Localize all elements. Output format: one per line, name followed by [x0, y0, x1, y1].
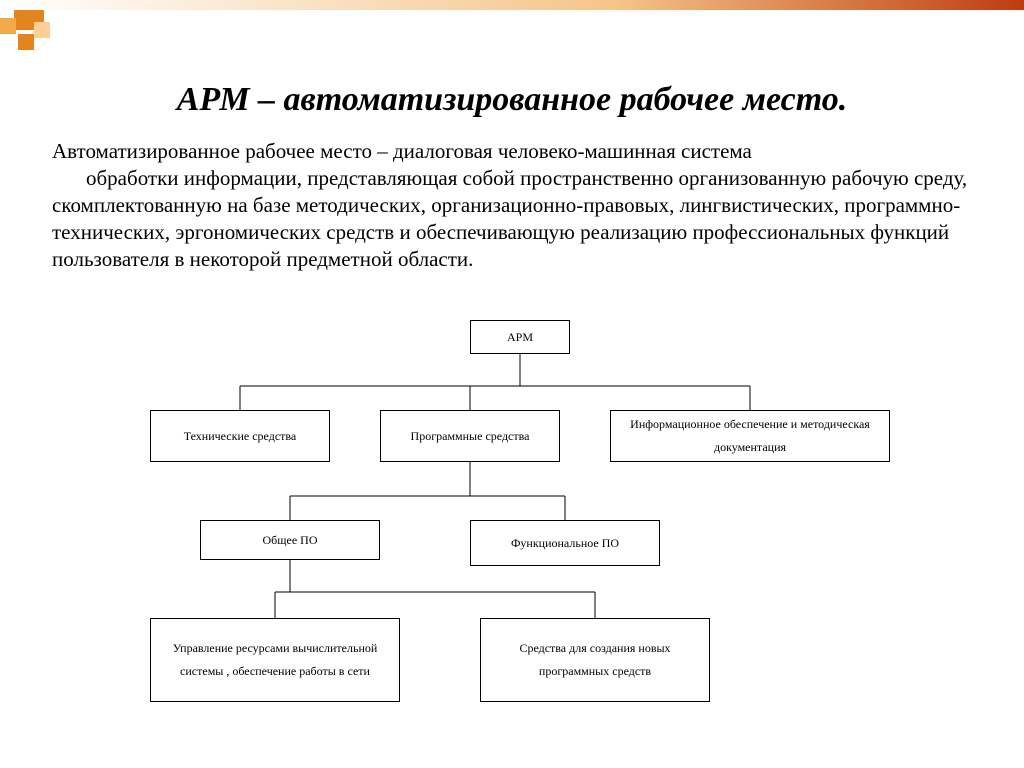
definition-paragraph: Автоматизированное рабочее место – диало…: [52, 138, 972, 272]
tree-node-func: Функциональное ПО: [470, 520, 660, 566]
definition-rest: обработки информации, представляющая соб…: [52, 166, 967, 271]
tree-node-prog: Программные средства: [380, 410, 560, 462]
page-title: АРМ – автоматизированное рабочее место.: [0, 81, 1024, 119]
tree-node-root: АРМ: [470, 320, 570, 354]
tree-node-tech: Технические средства: [150, 410, 330, 462]
definition-first-line: Автоматизированное рабочее место – диало…: [52, 139, 752, 163]
tree-node-dev: Средства для создания новых программных …: [480, 618, 710, 702]
arm-tree-diagram: АРМ Технические средства Программные средс…: [70, 320, 954, 750]
tree-node-mgr: Управление ресурсами вычислительной сист…: [150, 618, 400, 702]
decor-gradient: [0, 0, 1024, 10]
tree-node-gen: Общее ПО: [200, 520, 380, 560]
tree-node-info: Информационное обеспечение и методическа…: [610, 410, 890, 462]
